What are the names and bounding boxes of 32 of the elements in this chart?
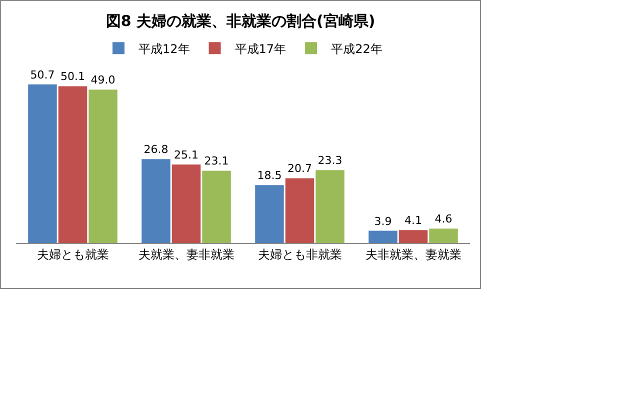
bar (88, 90, 118, 243)
data-label: 20.7 (288, 162, 312, 176)
data-label: 18.5 (257, 169, 282, 182)
bar (255, 185, 284, 243)
bar (398, 230, 428, 243)
bar (28, 84, 57, 243)
data-label: 50.7 (30, 68, 55, 82)
bar (172, 164, 201, 243)
data-label: 26.8 (144, 143, 168, 156)
chart-title: 図8 夫婦の就業、非就業の割合(宮崎県) (106, 12, 376, 30)
data-label: 3.9 (374, 214, 392, 228)
bar (285, 178, 314, 243)
data-label: 4.6 (434, 212, 452, 226)
x-tick-label: 夫非就業、妻就業 (365, 247, 462, 262)
data-label: 23.1 (204, 154, 229, 168)
bar (202, 170, 231, 243)
legend-label: 平成22年 (331, 42, 382, 56)
data-label: 49.0 (90, 74, 116, 87)
x-tick-label: 夫婦とも就業 (36, 247, 109, 262)
legend-label: 平成17年 (234, 42, 286, 56)
x-tick-label: 夫婦とも非就業 (258, 247, 342, 262)
x-tick-label: 夫就業、妻非就業 (138, 247, 234, 262)
data-label: 25.1 (174, 148, 198, 162)
bar (58, 86, 88, 243)
data-label: 50.1 (60, 70, 85, 84)
data-label: 4.1 (404, 214, 422, 228)
data-label: 23.3 (318, 154, 342, 168)
bar (368, 230, 398, 243)
bar (316, 170, 344, 243)
legend-label: 平成12年 (138, 42, 190, 56)
bar (429, 228, 458, 243)
bar (142, 159, 170, 243)
